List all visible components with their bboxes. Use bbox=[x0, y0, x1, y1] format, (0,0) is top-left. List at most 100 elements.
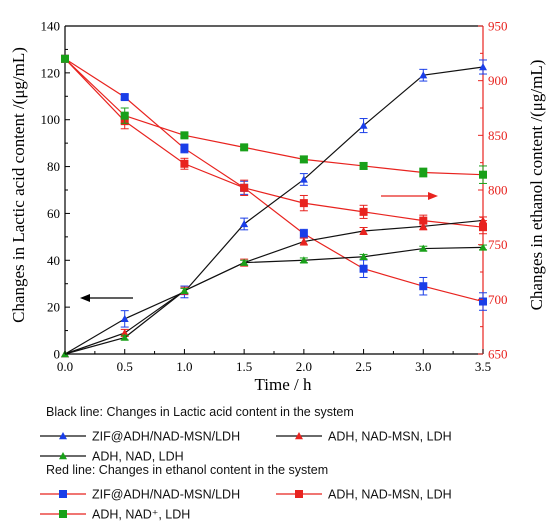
data-point bbox=[419, 216, 428, 225]
data-point bbox=[120, 328, 129, 337]
arrow-head bbox=[428, 192, 438, 200]
data-point bbox=[240, 219, 249, 228]
data-point bbox=[359, 252, 368, 260]
legend-red-heading: Red line: Changes in ethanol content in … bbox=[46, 463, 328, 477]
data-point bbox=[419, 244, 428, 252]
data-point bbox=[299, 199, 308, 208]
legend-label: ADH, NAD, LDH bbox=[92, 450, 184, 464]
arrow-head bbox=[80, 294, 90, 302]
data-point bbox=[419, 71, 428, 79]
y-right-tick-label: 650 bbox=[488, 347, 508, 362]
data-point bbox=[359, 227, 368, 235]
data-point bbox=[359, 207, 368, 216]
data-point bbox=[479, 223, 487, 232]
data-point bbox=[120, 111, 129, 120]
y-right-tick-label: 750 bbox=[488, 237, 508, 252]
x-tick-label: 3.5 bbox=[475, 359, 491, 374]
legend-marker bbox=[59, 432, 67, 440]
tick-layer: 0.0 0.5 1.0 1.5 2.0 2.5 3.0 3.5 0 20 40 60 80 100 120 1… bbox=[41, 19, 508, 375]
lactic-series-2 bbox=[61, 243, 487, 358]
data-point bbox=[180, 286, 189, 294]
data-point bbox=[299, 155, 308, 164]
y-left-tick-label: 120 bbox=[41, 65, 61, 80]
y-left-tick-label: 40 bbox=[47, 253, 60, 268]
y-axis-right-title: Changes in ethanol content /(μg/mL) bbox=[527, 60, 546, 311]
lactic-series-line bbox=[64, 219, 484, 355]
data-point bbox=[240, 258, 249, 266]
data-point bbox=[299, 256, 308, 264]
legend-black-heading: Black line: Changes in Lactic acid conte… bbox=[46, 405, 354, 419]
legend-marker bbox=[59, 510, 67, 518]
data-point bbox=[180, 131, 189, 140]
annotation-arrows bbox=[80, 192, 438, 302]
legend-label: ADH, NAD-MSN, LDH bbox=[328, 488, 452, 502]
ethanol-series-line bbox=[64, 58, 484, 228]
x-tick-label: 0.0 bbox=[57, 359, 73, 374]
legend-label: ZIF@ADH/NAD-MSN/LDH bbox=[92, 488, 240, 502]
legend-entry-ethanol-2: ADH, NAD⁺, LDH bbox=[40, 508, 190, 522]
lactic-series-0 bbox=[61, 59, 487, 358]
legend-entry-lactic-1: ADH, NAD-MSN, LDH bbox=[276, 430, 452, 444]
data-point bbox=[299, 237, 308, 245]
legend-entry-ethanol-0: ZIF@ADH/NAD-MSN/LDH bbox=[40, 488, 240, 502]
legend-entry-lactic-0: ZIF@ADH/NAD-MSN/LDH bbox=[40, 430, 240, 444]
data-point bbox=[419, 282, 428, 291]
ethanol-series-line bbox=[64, 58, 484, 176]
data-point bbox=[299, 175, 308, 183]
data-point bbox=[419, 222, 428, 230]
y-right-tick-label: 700 bbox=[488, 292, 508, 307]
data-point bbox=[120, 314, 129, 323]
data-point bbox=[180, 159, 189, 168]
y-left-tick-label: 60 bbox=[47, 206, 60, 221]
legend-marker bbox=[295, 490, 303, 498]
y-right-tick-label: 850 bbox=[488, 128, 508, 143]
x-tick-label: 2.5 bbox=[355, 359, 371, 374]
legend-entry-lactic-2: ADH, NAD, LDH bbox=[40, 450, 184, 464]
y-left-tick-label: 20 bbox=[47, 300, 60, 315]
series-layer bbox=[61, 54, 487, 358]
data-point bbox=[240, 183, 249, 192]
y-right-tick-label: 800 bbox=[488, 183, 508, 198]
legend-marker bbox=[59, 490, 67, 498]
lactic-series-1 bbox=[61, 216, 487, 358]
data-point bbox=[359, 161, 368, 170]
legend-entry-ethanol-1: ADH, NAD-MSN, LDH bbox=[276, 488, 452, 502]
data-point bbox=[479, 216, 487, 224]
y-right-tick-label: 950 bbox=[488, 19, 508, 34]
x-tick-label: 1.0 bbox=[176, 359, 192, 374]
data-point bbox=[359, 121, 368, 129]
legend-label: ADH, NAD⁺, LDH bbox=[92, 508, 190, 522]
data-point bbox=[120, 333, 129, 341]
y-axis-left-title: Changes in Lactic acid content /(μg/mL) bbox=[9, 47, 28, 323]
lactic-series-line bbox=[64, 66, 484, 355]
data-point bbox=[359, 264, 368, 273]
ethanol-series-1 bbox=[61, 54, 487, 235]
ethanol-series-2 bbox=[61, 54, 487, 184]
data-point bbox=[240, 143, 249, 152]
x-tick-label: 0.5 bbox=[117, 359, 133, 374]
data-point bbox=[479, 170, 487, 179]
y-left-tick-label: 100 bbox=[41, 112, 61, 127]
ethanol-series-0 bbox=[61, 54, 487, 311]
legend: Black line: Changes in Lactic acid conte… bbox=[40, 405, 452, 522]
data-point bbox=[180, 144, 189, 153]
x-tick-label: 2.0 bbox=[296, 359, 312, 374]
lactic-series-line bbox=[64, 246, 484, 355]
plot-frame bbox=[64, 25, 484, 355]
y-left-tick-label: 140 bbox=[41, 19, 61, 34]
data-point bbox=[419, 168, 428, 177]
legend-marker bbox=[295, 432, 303, 440]
data-point bbox=[479, 297, 487, 306]
data-point bbox=[61, 54, 69, 63]
legend-marker bbox=[59, 452, 67, 460]
y-left-tick-label: 0 bbox=[54, 347, 61, 362]
data-point bbox=[479, 243, 487, 251]
data-point bbox=[479, 63, 487, 71]
x-tick-label: 3.0 bbox=[415, 359, 431, 374]
y-left-tick-label: 80 bbox=[47, 159, 60, 174]
left-pointing-arrow bbox=[80, 294, 133, 302]
legend-label: ZIF@ADH/NAD-MSN/LDH bbox=[92, 430, 240, 444]
ethanol-series-line bbox=[64, 58, 484, 303]
x-tick-label: 1.5 bbox=[236, 359, 252, 374]
